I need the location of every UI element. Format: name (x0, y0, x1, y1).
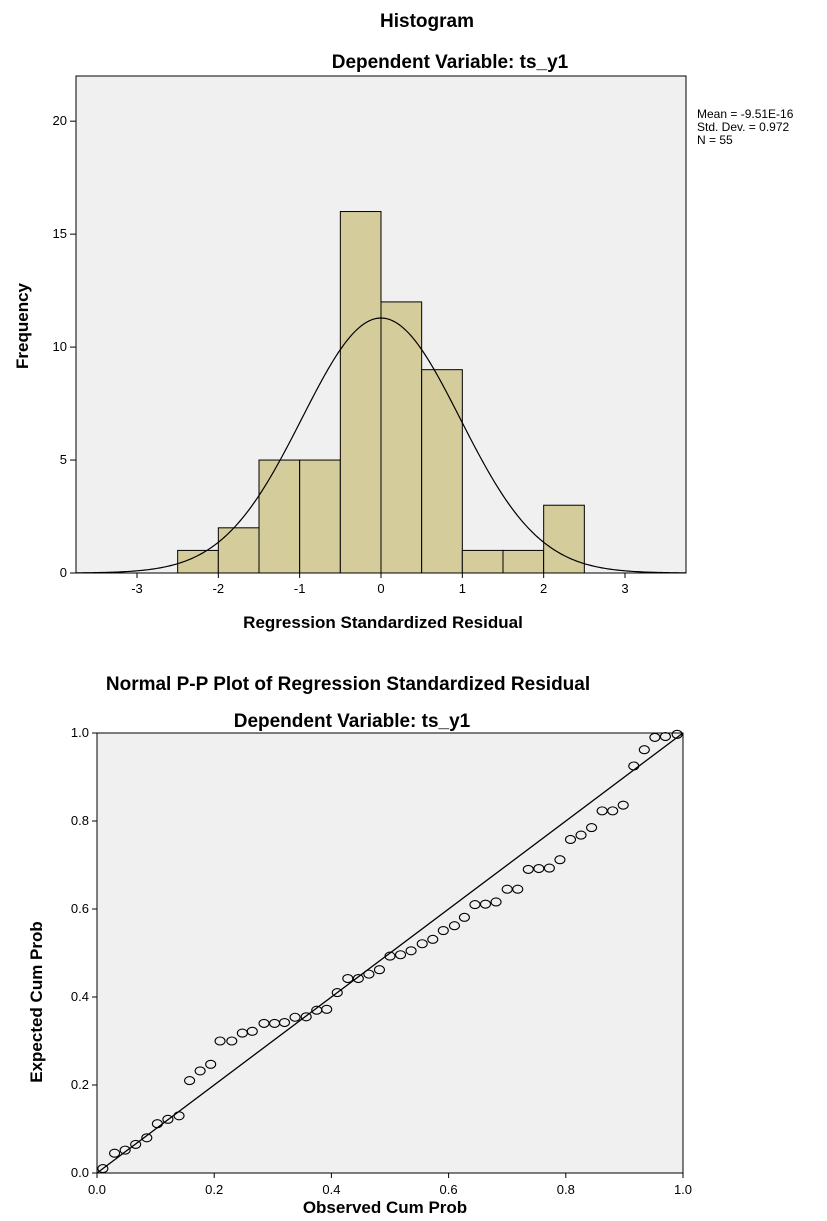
x-tick-label: 3 (621, 581, 628, 596)
data-point (638, 745, 650, 755)
normal-curve-line (75, 317, 687, 574)
x-tick-label: -1 (294, 581, 306, 596)
data-point (416, 939, 428, 949)
x-tick-label: 0 (377, 581, 384, 596)
data-point (607, 806, 619, 816)
x-tick-label: 0.8 (557, 1182, 575, 1197)
data-point (194, 1066, 206, 1076)
histogram-bar (502, 549, 545, 574)
histogram-bar (258, 459, 301, 574)
histogram-bar (461, 549, 504, 574)
data-point (184, 1076, 196, 1086)
data-point (533, 863, 545, 874)
histogram-bar (421, 369, 463, 574)
data-point (289, 1012, 301, 1022)
data-point (246, 1026, 258, 1036)
stat-mean: Mean = -9.51E-16 (697, 107, 794, 121)
x-tick-label: 0.4 (322, 1182, 340, 1197)
histogram-title: Histogram (380, 11, 474, 32)
pp-plot-svg: Normal P-P Plot of Regression Standardiz… (27, 674, 692, 1217)
data-point (373, 965, 386, 975)
y-tick-label: 0.0 (71, 1165, 89, 1180)
histogram-chart: Histogram Dependent Variable: ts_y1 Mean… (13, 11, 794, 632)
data-point (321, 1004, 333, 1014)
data-point (97, 1164, 109, 1174)
y-tick-label: 0 (60, 565, 67, 580)
stat-std-dev: Std. Dev. = 0.972 (697, 120, 789, 134)
data-point (586, 823, 598, 833)
data-point (649, 732, 661, 742)
data-point (205, 1059, 217, 1069)
data-point (628, 761, 640, 771)
histogram-bar (339, 211, 382, 574)
data-point (512, 884, 524, 894)
data-point (543, 863, 555, 873)
data-point (363, 969, 375, 979)
data-point (671, 729, 683, 739)
data-point (437, 926, 449, 936)
histogram-bar (543, 504, 585, 574)
x-tick-label: 2 (540, 581, 547, 596)
histogram-subtitle: Dependent Variable: ts_y1 (332, 52, 569, 73)
y-tick-label: 0.2 (71, 1077, 89, 1092)
x-tick-label: 0.0 (88, 1182, 106, 1197)
data-point (173, 1111, 185, 1121)
y-tick-label: 5 (60, 452, 67, 467)
data-point (214, 1036, 226, 1046)
data-point (564, 834, 577, 845)
reference-line (96, 732, 684, 1174)
y-tick-label: 0.4 (71, 989, 89, 1004)
data-point (479, 899, 492, 909)
data-point (617, 800, 629, 810)
pp-plot-chart: Normal P-P Plot of Regression Standardiz… (0, 662, 827, 1221)
data-point (226, 1036, 238, 1046)
data-point (352, 973, 364, 984)
x-tick-label: -2 (213, 581, 225, 596)
x-tick-label: -3 (131, 581, 143, 596)
x-tick-label: 1.0 (674, 1182, 692, 1197)
pp-plot-y-axis-title: Expected Cum Prob (27, 921, 46, 1083)
pp-plot-title: Normal P-P Plot of Regression Standardiz… (106, 674, 590, 695)
data-point (554, 855, 566, 865)
histogram-y-axis-title: Frequency (13, 282, 32, 369)
data-point (522, 864, 534, 874)
data-point (575, 830, 587, 840)
data-point (331, 988, 343, 998)
data-point (130, 1139, 142, 1149)
data-point (394, 950, 407, 960)
data-point (109, 1148, 121, 1158)
y-tick-label: 20 (53, 113, 67, 128)
y-tick-label: 0.8 (71, 813, 89, 828)
histogram-bar (380, 301, 423, 574)
x-tick-label: 0.6 (440, 1182, 458, 1197)
data-point (300, 1012, 312, 1022)
data-point (141, 1133, 153, 1143)
histogram-bar (299, 459, 341, 574)
data-point (427, 934, 439, 944)
pp-plot-x-axis-title: Observed Cum Prob (303, 1198, 467, 1217)
y-tick-label: 15 (53, 226, 67, 241)
pp-plot-subtitle: Dependent Variable: ts_y1 (234, 711, 471, 732)
data-point (448, 921, 461, 931)
x-tick-label: 1 (459, 581, 466, 596)
histogram-bar (217, 527, 260, 574)
data-point (151, 1119, 163, 1129)
y-tick-label: 1.0 (71, 725, 89, 740)
y-tick-label: 10 (53, 339, 67, 354)
data-point (162, 1114, 174, 1124)
x-tick-label: 0.2 (205, 1182, 223, 1197)
data-point (490, 897, 502, 907)
data-point (278, 1017, 291, 1028)
histogram-svg: Histogram Dependent Variable: ts_y1 Mean… (13, 11, 794, 632)
y-tick-label: 0.6 (71, 901, 89, 916)
data-point (119, 1145, 131, 1155)
data-point (659, 731, 671, 742)
stat-n: N = 55 (697, 133, 733, 147)
data-point (469, 900, 481, 910)
data-point (458, 912, 470, 922)
histogram-x-axis-title: Regression Standardized Residual (243, 613, 523, 632)
data-point (405, 946, 417, 956)
data-point (384, 951, 396, 961)
